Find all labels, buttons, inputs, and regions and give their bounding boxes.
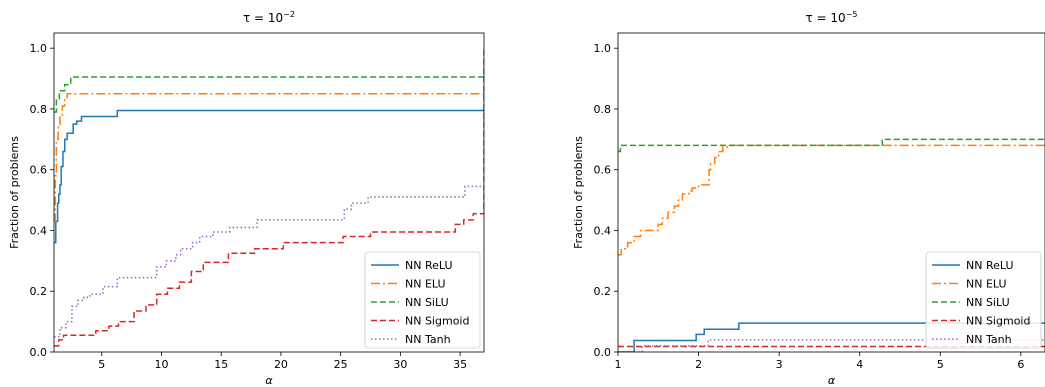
plot-frame [617,32,1045,353]
series-line-nn-tanh [54,184,484,338]
x-tick-label: 3 [776,358,783,371]
y-tick-label: 0.4 [594,224,612,237]
x-tick-label: 4 [856,358,863,371]
x-tick-label: 10 [155,358,169,371]
legend-label: NN Sigmoid [966,315,1030,328]
y-tick-label: 0.0 [594,346,612,359]
x-tick-label: 15 [214,358,228,371]
y-tick-label: 1.0 [594,42,612,55]
legend-box [364,251,481,349]
legend-label: NN Tanh [966,333,1012,346]
x-tick-label: 5 [98,358,105,371]
chart-1: τ = 10−2 5 10 15 20 25 30 35 0.0 0.2 0.4 0.6 0.8 1.0 α… [8,10,485,387]
series-line-nn-silu [618,138,1045,153]
y-tick-label: 0.2 [30,285,48,298]
legend: NN ReLU NN ELU NN SiLU NN Sigmoid NN Tanh [364,251,481,349]
series-line-nn-sigmoid [54,48,484,347]
chart-title: τ = 10−2 [243,10,295,25]
series-line-nn-relu [54,109,484,244]
legend-label: NN ReLU [966,259,1014,272]
x-tick-label: 30 [393,358,407,371]
x-tick-label: 6 [1017,358,1024,371]
x-tick-label: 2 [695,358,702,371]
legend-label: NN Tanh [405,333,451,346]
legend-label: NN SiLU [405,296,449,309]
x-axis-label: α [265,374,273,387]
chart-title: τ = 10−5 [806,10,858,25]
x-tick-label: 20 [274,358,288,371]
legend: NN ReLU NN ELU NN SiLU NN Sigmoid NN Tanh [925,251,1042,349]
y-axis-label: Fraction of problems [572,136,585,249]
y-tick-label: 0.4 [30,224,48,237]
x-tick-label: 25 [334,358,348,371]
y-tick-label: 0.0 [30,346,48,359]
y-tick-label: 0.8 [30,103,48,116]
x-tick-label: 1 [615,358,622,371]
plot-frame [53,32,485,353]
series-line-nn-relu [618,322,1045,352]
series-line-nn-silu [54,76,484,113]
y-tick-label: 0.2 [594,285,612,298]
legend-label: NN Sigmoid [405,315,469,328]
x-axis-label: α [828,374,836,387]
legend-label: NN ELU [966,278,1007,291]
y-tick-label: 0.6 [594,164,612,177]
legend-label: NN ReLU [405,259,453,272]
y-tick-label: 0.8 [594,103,612,116]
legend-label: NN SiLU [966,296,1010,309]
legend-box [925,251,1042,349]
y-tick-label: 0.6 [30,164,48,177]
series-line-nn-elu [618,144,1045,256]
series-line-nn-elu [54,93,484,223]
legend-label: NN ELU [405,278,446,291]
x-tick-label: 5 [937,358,944,371]
y-axis-label: Fraction of problems [8,136,21,249]
x-tick-label: 35 [453,358,467,371]
y-tick-label: 1.0 [30,42,48,55]
chart-2: τ = 10−5 1 2 3 4 5 6 0.0 0.2 0.4 0.6 0.8 1.0 α Fractio… [572,10,1045,387]
